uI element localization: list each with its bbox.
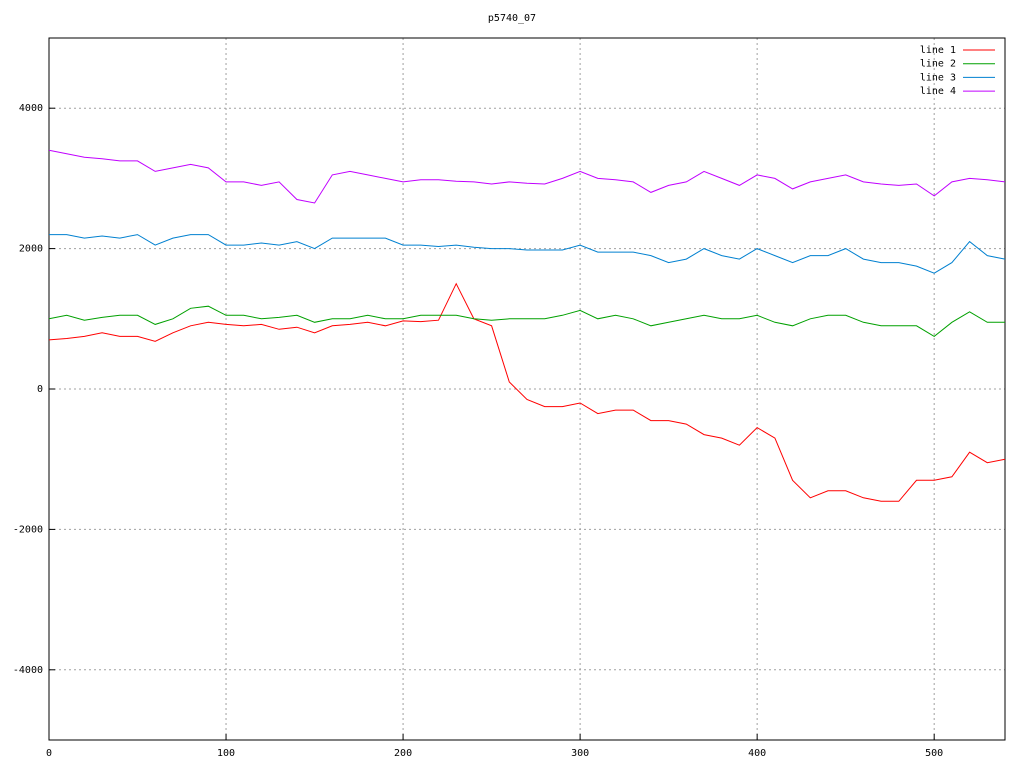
y-tick-label: 2000 [19,244,43,255]
data-line [49,234,1006,274]
data-line [48,149,1006,204]
x-tick-label: 200 [394,748,412,759]
chart-title: p5740_07 [488,13,536,24]
legend-label: line 2 [920,59,956,70]
legend-label: line 1 [920,45,956,56]
legend-label: line 4 [920,86,956,97]
x-tick-label: 400 [748,748,766,759]
x-tick-label: 0 [46,748,52,759]
x-tick-label: 500 [925,748,943,759]
x-tick-label: 100 [217,748,235,759]
y-tick-label: 4000 [19,103,43,114]
data-line [48,305,1005,338]
y-tick-label: 0 [37,384,43,395]
x-tick-label: 300 [571,748,589,759]
legend-label: line 3 [920,72,956,83]
data-line [48,282,1006,502]
plot-frame [48,37,1006,741]
y-tick-label: -2000 [13,524,43,535]
y-tick-label: -4000 [13,665,43,676]
